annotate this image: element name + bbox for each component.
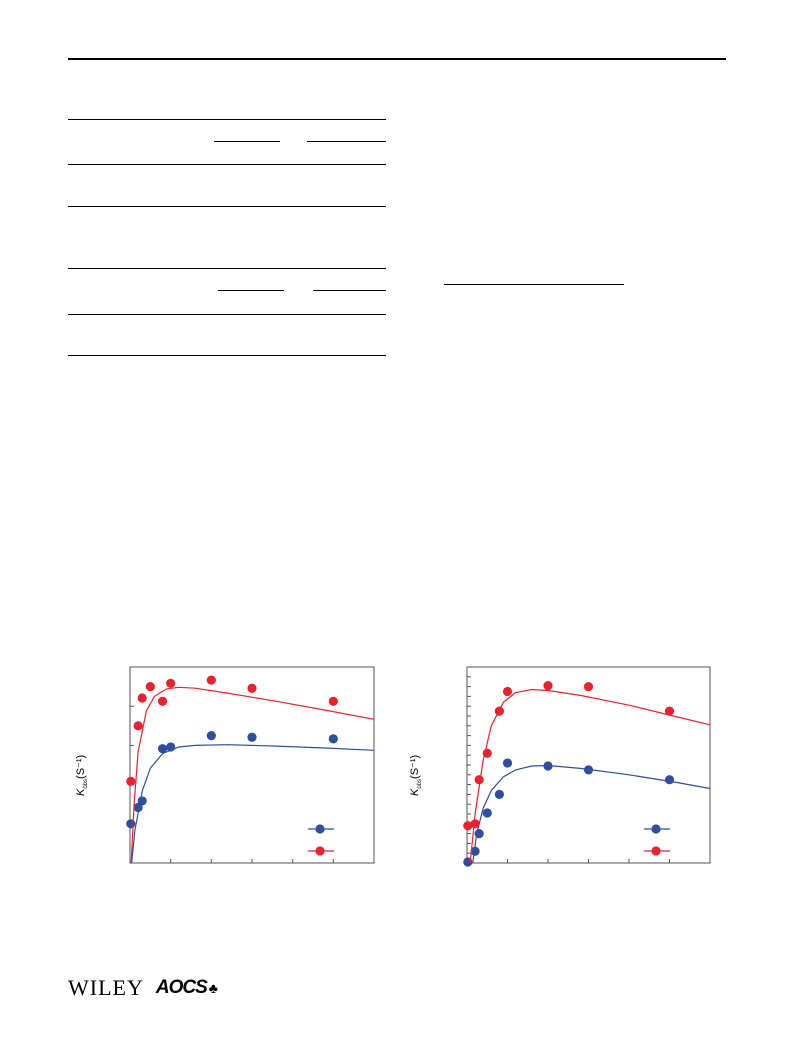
data-point-series-0 [583, 765, 594, 775]
header-rule [68, 58, 726, 60]
chart-a-svg [126, 666, 375, 864]
data-point-series-0 [470, 846, 480, 856]
data-point-series-1 [157, 696, 168, 706]
chart-b: Kobs(S⁻¹) [398, 640, 728, 900]
data-point-series-0 [328, 734, 338, 744]
fit-line-series-1 [469, 688, 711, 864]
footnote-rule [444, 284, 624, 285]
clover-icon: ♣ [208, 980, 218, 996]
table-rule-sub-a [214, 141, 280, 142]
aocs-logo-text: AOCS [155, 977, 208, 998]
data-point-series-0 [157, 744, 168, 754]
data-point-series-0 [137, 796, 147, 806]
data-point-series-0 [166, 742, 176, 752]
data-point-series-1 [247, 683, 257, 693]
data-point-series-0 [247, 732, 257, 742]
data-point-series-0 [543, 761, 553, 771]
data-point-series-0 [482, 808, 492, 818]
data-point-series-0 [664, 775, 675, 785]
data-point-series-0 [494, 789, 504, 799]
chart-b-y-axis-label: Kobs(S⁻¹) [409, 754, 424, 796]
data-point-series-1 [482, 748, 492, 758]
table-rule-top [68, 119, 386, 120]
plot-frame [129, 666, 375, 864]
table2-rule-sub-a [218, 290, 284, 291]
data-point-series-1 [583, 682, 594, 692]
data-point-series-0 [502, 758, 513, 768]
data-point-series-1 [664, 706, 675, 716]
chart-b-svg [463, 666, 711, 867]
table-rule-bottom [68, 206, 386, 207]
data-point-series-1 [145, 682, 155, 692]
data-point-series-1 [166, 678, 176, 688]
data-point-series-1 [463, 821, 473, 831]
data-point-series-1 [543, 681, 553, 691]
chart-a-y-axis-label: Kobs(S⁻¹) [75, 754, 90, 796]
table2-rule-sub-b [313, 290, 386, 291]
data-point-series-1 [470, 819, 480, 829]
data-point-series-1 [133, 721, 143, 731]
data-point-series-1 [474, 775, 484, 785]
wiley-logo: WILEY [68, 975, 144, 1000]
data-point-series-1 [206, 675, 216, 685]
data-point-series-0 [474, 829, 484, 839]
footer-logos: WILEY AOCS ♣ [68, 975, 218, 1001]
table2-rule-bottom [68, 355, 386, 356]
chart-a: Kobs(S⁻¹) [60, 640, 390, 900]
data-point-series-1 [494, 706, 504, 716]
fit-line-series-0 [131, 744, 375, 864]
data-point-series-1 [126, 776, 136, 786]
fit-line-series-0 [472, 764, 711, 864]
table2-rule-mid [68, 314, 386, 315]
data-point-series-1 [502, 686, 513, 697]
aocs-logo: AOCS ♣ [155, 977, 218, 999]
data-point-series-0 [126, 819, 136, 829]
data-point-series-0 [206, 731, 216, 741]
data-point-series-1 [137, 693, 147, 703]
table-rule-sub-b [307, 141, 386, 142]
data-point-series-1 [328, 696, 338, 706]
fit-line-series-1 [130, 686, 375, 864]
table2-rule-top [68, 268, 386, 269]
table-rule-mid [68, 164, 386, 165]
